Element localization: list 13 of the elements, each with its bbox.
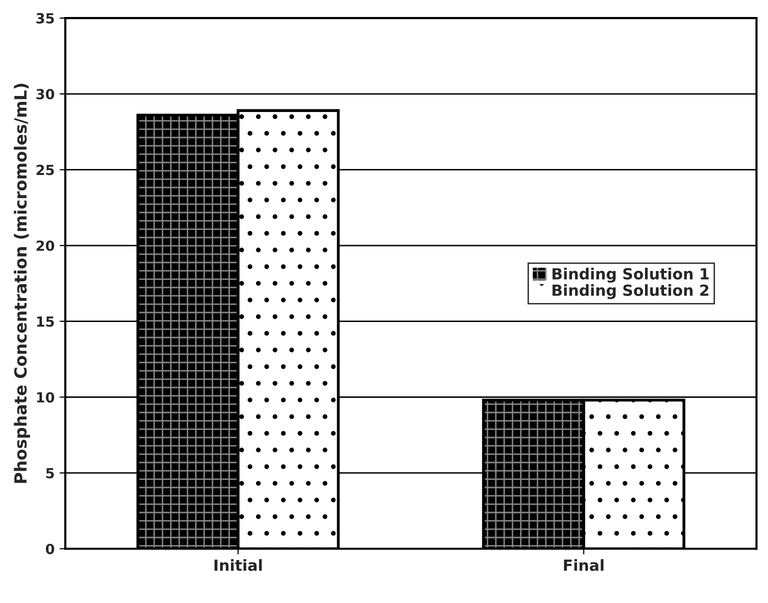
y-tick-label: 0 (46, 544, 54, 554)
y-tick-label: 30 (36, 88, 54, 100)
legend-label: Binding Solution 1 (552, 268, 709, 283)
x-tick-label: Initial (214, 559, 262, 571)
y-tick-label: 5 (46, 468, 54, 478)
y-tick-label: 35 (36, 13, 54, 24)
y-tick-label: 25 (36, 164, 54, 176)
x-tick-label: Final (564, 559, 604, 571)
y-tick-label: 10 (37, 392, 54, 403)
legend-label: Binding Solution 2 (552, 284, 708, 300)
y-axis-title: Phosphate Concentration (micromoles/mL) (14, 84, 30, 483)
y-tick-label: 20 (36, 240, 54, 251)
y-tick-label: 15 (37, 316, 54, 327)
